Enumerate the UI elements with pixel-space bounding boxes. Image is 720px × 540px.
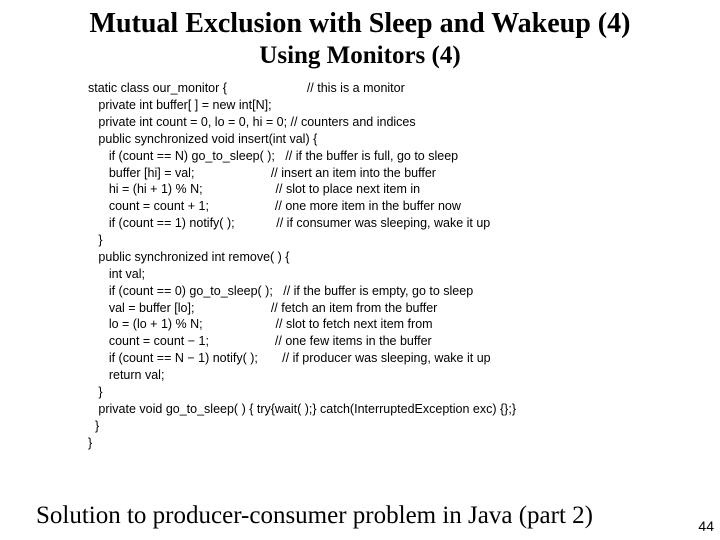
slide-title: Mutual Exclusion with Sleep and Wakeup (… — [16, 8, 704, 40]
slide: Mutual Exclusion with Sleep and Wakeup (… — [0, 0, 720, 540]
page-number: 44 — [698, 518, 714, 534]
slide-caption: Solution to producer-consumer problem in… — [36, 502, 692, 530]
code-listing: static class our_monitor { // this is a … — [88, 80, 704, 451]
slide-subtitle: Using Monitors (4) — [16, 42, 704, 70]
